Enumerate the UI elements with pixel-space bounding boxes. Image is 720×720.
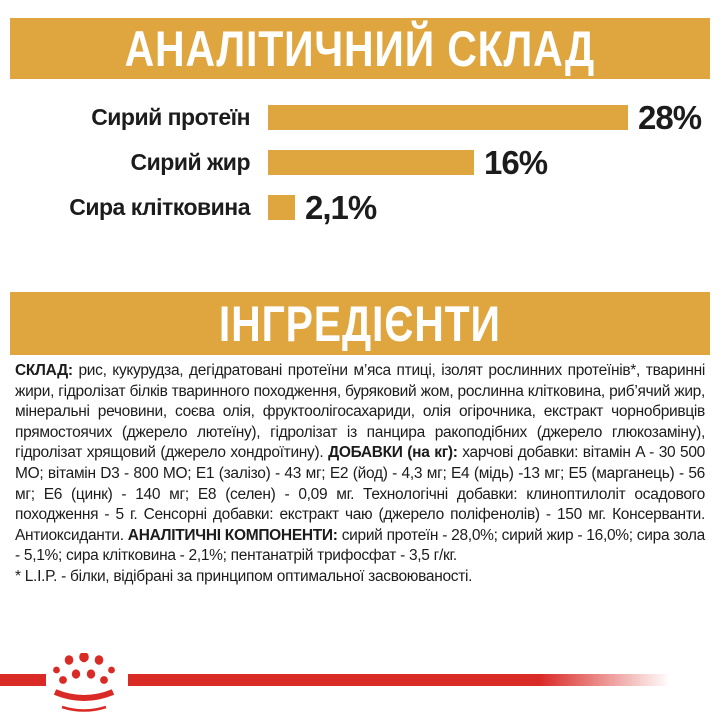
fat-bar — [268, 150, 474, 175]
fiber-bar — [268, 195, 295, 220]
chart-row-fiber: Сира клітковина 2,1% — [0, 189, 720, 226]
composition-list: рис, кукурудза, дегідратовані протеїни м… — [15, 362, 705, 462]
ingredients-title: ІНГРЕДІЄНТИ — [219, 295, 501, 352]
analytical-composition-title: АНАЛІТИЧНИЙ СКЛАД — [124, 20, 596, 77]
chart-row-fat: Сирий жир 16% — [0, 144, 720, 181]
ingredients-paragraph: СКЛАД: рис, кукурудза, дегідратовані про… — [15, 361, 705, 567]
chart-row-protein: Сирий протеїн 28% — [0, 99, 720, 136]
analytical-composition-banner: АНАЛІТИЧНИЙ СКЛАД — [10, 18, 710, 79]
lip-footnote: * L.I.P. - білки, відібрані за принципом… — [15, 567, 473, 585]
ingredients-textblock: СКЛАД: рис, кукурудза, дегідратовані про… — [15, 361, 705, 588]
analytical-components-heading: АНАЛІТИЧНІ КОМПОНЕНТИ: — [127, 526, 342, 544]
brand-footer — [0, 645, 720, 720]
fiber-label: Сира клітковина — [69, 194, 250, 220]
red-stripe-left — [0, 674, 46, 686]
red-stripe-fading — [128, 674, 670, 686]
protein-value: 28% — [638, 99, 702, 136]
royal-canin-crown-icon — [52, 653, 116, 715]
analytical-components-list: сирий протеїн - 28,0%; сирий жир - 16,0%… — [15, 526, 705, 565]
composition-heading: СКЛАД: — [15, 362, 79, 379]
additives-list: харчові добавки: вітамін A - 30 500 МО; … — [15, 444, 706, 544]
ingredients-banner: ІНГРЕДІЄНТИ — [10, 292, 710, 355]
fat-value: 16% — [484, 144, 548, 181]
fat-label: Сирий жир — [130, 149, 251, 175]
protein-bar — [268, 105, 628, 130]
fiber-value: 2,1% — [305, 189, 377, 226]
additives-heading: ДОБАВКИ (на кг): — [328, 444, 463, 462]
analytical-composition-chart: Сирий протеїн 28% Сирий жир 16% Сира клі… — [0, 99, 720, 240]
protein-label: Сирий протеїн — [91, 104, 250, 130]
